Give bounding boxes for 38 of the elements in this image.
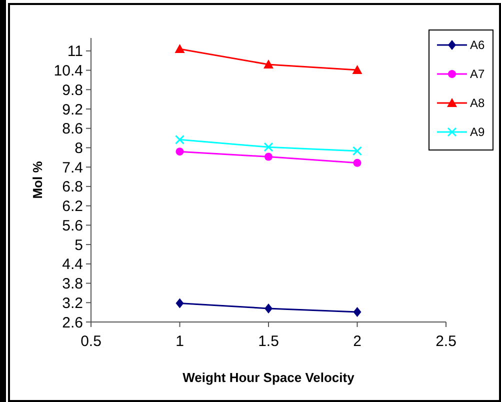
y-tick-label: 9.8 — [62, 82, 83, 99]
x-tick-label: 2 — [353, 333, 362, 350]
point — [176, 298, 184, 308]
y-tick-label: 8 — [74, 140, 83, 157]
y-tick-label: 10.4 — [54, 62, 83, 80]
point — [175, 134, 184, 144]
legend-label: A6 — [470, 38, 486, 52]
point — [176, 148, 184, 156]
point — [174, 44, 185, 53]
legend-label: A8 — [470, 96, 486, 110]
y-tick-label: 11 — [67, 43, 83, 60]
point — [264, 152, 272, 161]
x-tick-label: 0.5 — [80, 333, 102, 350]
y-tick-label: 3.8 — [62, 276, 83, 293]
legend-label: A9 — [470, 125, 486, 140]
y-tick-label: 4.4 — [62, 256, 83, 274]
y-tick-label: 7.4 — [62, 159, 83, 176]
x-tick-label: 1.5 — [258, 333, 279, 350]
y-tick-label: 3.2 — [62, 294, 83, 312]
point — [353, 306, 362, 317]
x-tick-label: 2.5 — [436, 333, 456, 350]
y-axis-title: Mol % — [30, 160, 45, 199]
y-tick-label: 6.8 — [62, 178, 83, 196]
point — [352, 64, 362, 74]
point — [264, 59, 274, 68]
point — [353, 158, 362, 167]
y-tick-label: 6.2 — [62, 198, 83, 216]
x-axis-title: Weight Hour Space Velocity — [182, 370, 356, 385]
point — [264, 303, 272, 314]
legend-label: A7 — [470, 67, 486, 82]
y-tick-label: 5 — [74, 236, 83, 254]
y-tick-label: 8.6 — [62, 120, 83, 138]
point — [264, 142, 274, 152]
x-tick-label: 1 — [176, 333, 184, 350]
y-tick-label: 5.6 — [62, 217, 83, 234]
point — [352, 146, 362, 156]
y-tick-label: 9.2 — [62, 101, 83, 118]
y-tick-label: 2.6 — [62, 314, 83, 332]
